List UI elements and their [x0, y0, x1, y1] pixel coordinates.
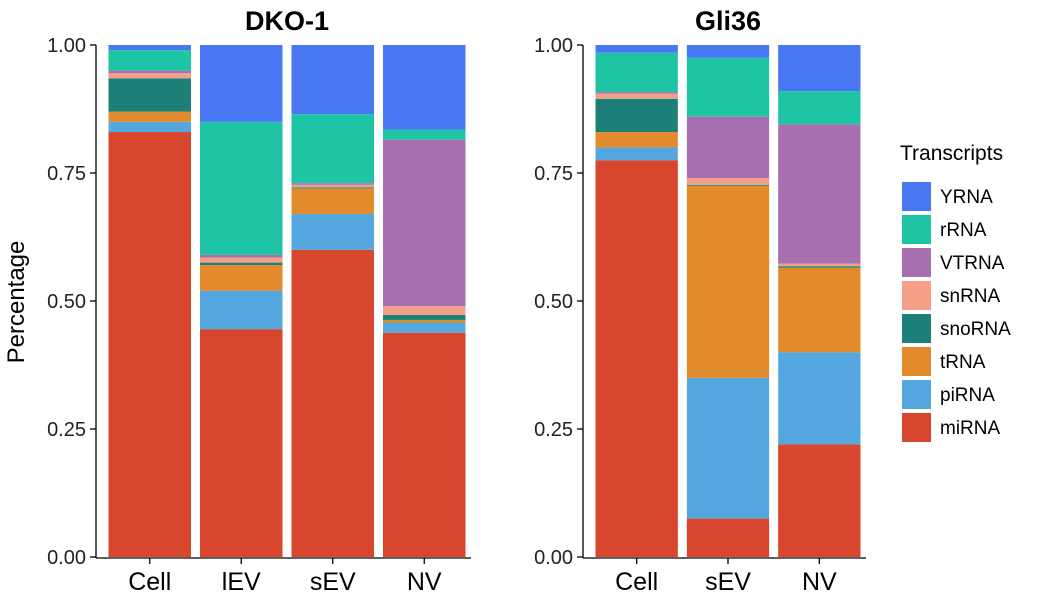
bar-segment-mirna-lev: [200, 329, 283, 557]
bar-segment-trna-sev: [686, 185, 770, 378]
y-axis-label: Percentage: [3, 241, 30, 364]
y-tick-label: 0.00: [47, 547, 86, 569]
bar-segment-snrna-lev: [200, 257, 283, 263]
bar-segment-trna-nv: [778, 267, 861, 353]
legend-label-rrna: rRNA: [940, 220, 987, 241]
bar-segment-mirna-cell: [108, 132, 191, 558]
legend-label-snrna: snRNA: [940, 286, 1001, 307]
bar-segment-trna-nv: [383, 319, 466, 323]
panel-title: DKO-1: [245, 6, 329, 36]
legend-label-trna: tRNA: [940, 352, 986, 373]
legend-items: YRNA rRNA VTRNA snRNA snoRNA tRNA piRNA miRNA: [902, 182, 1011, 442]
bar-segment-trna-cell: [108, 111, 191, 122]
legend-swatch-yrna: [902, 182, 931, 211]
bar-segment-snrna-nv: [383, 306, 466, 315]
bar-segment-snrna-sev: [291, 184, 374, 188]
y-tick-label: 1.00: [47, 35, 86, 57]
y-tick-label: 0.75: [534, 163, 573, 185]
bar-segment-rrna-cell: [595, 52, 678, 93]
bar-segment-pirna-nv: [383, 322, 466, 333]
panel-title: Gli36: [695, 6, 761, 36]
bar-segment-snorna-cell: [108, 78, 191, 112]
bar-segment-pirna-sev: [291, 213, 374, 250]
bar-segment-snorna-nv: [778, 266, 861, 268]
legend-label-mirna: miRNA: [940, 418, 1000, 439]
bar-segment-yrna-nv: [778, 45, 861, 92]
legend-swatch-vtrna: [902, 248, 931, 277]
bar-segment-snorna-lev: [200, 262, 283, 266]
bar-segment-yrna-sev: [686, 45, 770, 58]
bar-segment-pirna-lev: [200, 290, 283, 330]
legend-label-vtrna: VTRNA: [940, 253, 1005, 274]
y-tick-label: 0.50: [47, 291, 86, 313]
bar-segment-trna-lev: [200, 265, 283, 291]
bar-segment-rrna-cell: [108, 50, 191, 71]
bar-segment-vtrna-cell: [595, 92, 678, 94]
bar-segment-mirna-nv: [778, 444, 861, 557]
bar-segment-rrna-sev: [686, 57, 770, 117]
bar-segment-snorna-nv: [383, 314, 466, 320]
bar-segment-snorna-sev: [686, 184, 770, 186]
bar-segment-snorna-cell: [595, 98, 678, 133]
bar-segment-mirna-sev: [686, 518, 770, 557]
bar-segment-pirna-nv: [778, 352, 861, 445]
y-tick-label: 0.75: [47, 163, 86, 185]
x-category-label: Cell: [128, 568, 171, 596]
x-category-label: sEV: [310, 568, 356, 596]
bar-segment-yrna-lev: [200, 45, 283, 122]
y-tick-label: 0.25: [534, 419, 573, 441]
bar-segment-vtrna-cell: [108, 70, 191, 74]
bar-segment-vtrna-lev: [200, 254, 283, 258]
bar-segment-mirna-cell: [595, 160, 678, 557]
bar-segment-pirna-cell: [595, 147, 678, 161]
bar-segment-snrna-cell: [108, 73, 191, 79]
bar-segment-snorna-sev: [291, 187, 374, 189]
bar-segment-rrna-sev: [291, 114, 374, 184]
legend: Transcripts YRNA rRNA VTRNA snRNA snoRNA tRNA…: [900, 142, 1011, 442]
legend-title: Transcripts: [900, 142, 1003, 165]
bar-segment-trna-sev: [291, 188, 374, 214]
bar-segment-rrna-lev: [200, 121, 283, 255]
y-tick-label: 0.00: [534, 547, 573, 569]
x-category-label: Cell: [615, 568, 658, 596]
panel-gli36: Gli36 0.00 0.25 0.50 0.75 1.00 Cell sEV NV: [534, 6, 866, 596]
legend-swatch-snrna: [902, 281, 931, 310]
bar-segment-yrna-cell: [108, 45, 191, 51]
x-category-label: sEV: [705, 568, 751, 596]
legend-swatch-rrna: [902, 215, 931, 244]
legend-swatch-mirna: [902, 413, 931, 442]
bar-segment-vtrna-sev: [291, 183, 374, 185]
legend-swatch-pirna: [902, 380, 931, 409]
x-category-label: NV: [802, 568, 837, 596]
bar-segment-snrna-nv: [778, 263, 861, 267]
bar-segment-yrna-sev: [291, 45, 374, 115]
bar-segment-mirna-nv: [383, 332, 466, 557]
bar-segment-vtrna-nv: [383, 139, 466, 307]
y-tick-label: 0.50: [534, 291, 573, 313]
y-tick-label: 0.25: [47, 419, 86, 441]
bar-segment-rrna-nv: [383, 129, 466, 140]
legend-label-yrna: YRNA: [940, 187, 993, 208]
bar-segment-vtrna-nv: [778, 124, 861, 264]
x-category-label: lEV: [222, 568, 261, 596]
bar-segment-mirna-sev: [291, 249, 374, 558]
bar-segment-rrna-nv: [778, 91, 861, 125]
bar-segment-snrna-cell: [595, 93, 678, 99]
x-category-label: NV: [407, 568, 442, 596]
bar-segment-pirna-cell: [108, 121, 191, 133]
bar-segment-vtrna-sev: [686, 116, 770, 179]
bar-segment-yrna-nv: [383, 45, 466, 130]
bar-segment-trna-cell: [595, 132, 678, 148]
legend-swatch-trna: [902, 347, 931, 376]
bar-segment-snrna-sev: [686, 178, 770, 185]
y-tick-label: 1.00: [534, 35, 573, 57]
panel-dko1: DKO-1 0.00 0.25 0.50 0.75 1.00 Cell lEV sEV NV: [47, 6, 471, 596]
legend-swatch-snorna: [902, 314, 931, 343]
bar-segment-yrna-cell: [595, 45, 678, 53]
legend-label-pirna: piRNA: [940, 385, 995, 406]
bar-segment-pirna-sev: [686, 377, 770, 519]
legend-label-snorna: snoRNA: [940, 319, 1011, 340]
